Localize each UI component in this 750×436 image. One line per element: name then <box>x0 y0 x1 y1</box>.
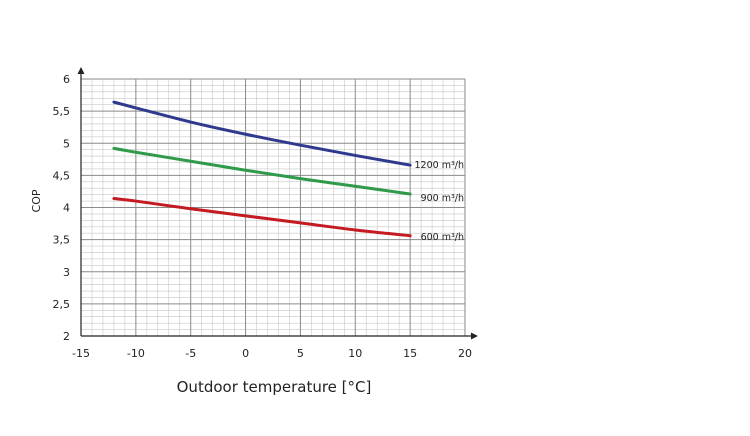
series-line <box>112 100 412 167</box>
series-label: 900 m³/h <box>421 193 464 204</box>
series-line <box>112 146 412 196</box>
y-tick-label: 4 <box>63 202 70 215</box>
x-tick-label: 20 <box>458 347 472 360</box>
y-tick-label: 3,5 <box>53 234 71 247</box>
x-tick-label: -15 <box>72 347 90 360</box>
x-tick-label: -10 <box>127 347 145 360</box>
x-tick-label: 0 <box>242 347 249 360</box>
x-tick-label: 5 <box>297 347 304 360</box>
x-tick-label: 10 <box>348 347 362 360</box>
x-axis-arrow-icon <box>471 332 478 340</box>
x-tick-label: 15 <box>403 347 417 360</box>
y-axis-title: COP <box>30 189 43 212</box>
y-tick-label: 5 <box>63 137 70 150</box>
y-tick-label: 3 <box>63 266 70 279</box>
y-tick-label: 4,5 <box>53 169 71 182</box>
series-line <box>112 197 412 238</box>
y-tick-label: 6 <box>63 73 70 86</box>
x-axis-title: Outdoor temperature [°C] <box>177 378 372 396</box>
axes <box>77 67 478 340</box>
y-tick-label: 2 <box>63 330 70 343</box>
y-tick-labels: 2 2,5 3 3,5 4 4,5 5 5,5 6 <box>53 73 71 343</box>
series-labels: 1200 m³/h 900 m³/h 600 m³/h <box>415 160 464 243</box>
y-tick-label: 2,5 <box>53 298 71 311</box>
series-lines <box>112 100 412 238</box>
x-tick-labels: -15 -10 -5 0 5 10 15 20 <box>72 347 472 360</box>
x-tick-label: -5 <box>185 347 196 360</box>
series-label: 600 m³/h <box>421 232 464 243</box>
y-axis-arrow-icon <box>77 67 85 74</box>
y-tick-label: 5,5 <box>53 105 71 118</box>
series-label: 1200 m³/h <box>415 160 464 171</box>
